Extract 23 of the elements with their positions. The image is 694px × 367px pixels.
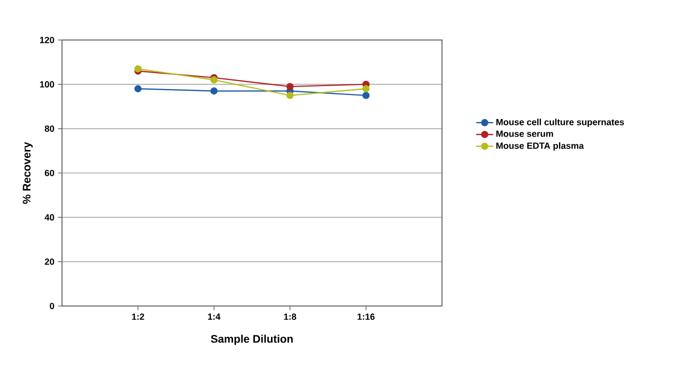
y-tick-label: 20 xyxy=(44,258,54,265)
y-tick-label: 60 xyxy=(44,170,54,176)
point xyxy=(286,92,294,100)
point xyxy=(286,82,294,90)
y-tick-label: 80 xyxy=(44,125,54,132)
x-axis-title: Sample Dilution xyxy=(210,334,293,345)
y-tick-label: 120 xyxy=(40,36,54,44)
x-tick-label: 1:2 xyxy=(132,314,144,320)
legend-label: Mouse serum xyxy=(496,130,554,137)
legend-label: Mouse cell culture supernates xyxy=(496,118,624,128)
legend-label: Mouse EDTA plasma xyxy=(496,142,584,151)
point xyxy=(362,92,370,100)
x-tick-label: 1:4 xyxy=(208,314,220,320)
point xyxy=(134,65,142,72)
y-axis-title: % Recovery xyxy=(22,142,33,204)
x-tick-label: 1:16 xyxy=(358,314,375,320)
x-tick-label: 1:8 xyxy=(284,314,296,320)
point xyxy=(362,85,370,92)
y-tick-label: 100 xyxy=(40,81,54,88)
y-tick-label: 40 xyxy=(44,214,54,221)
point xyxy=(210,87,218,95)
y-tick-label: 0 xyxy=(50,302,54,310)
point xyxy=(134,85,142,92)
